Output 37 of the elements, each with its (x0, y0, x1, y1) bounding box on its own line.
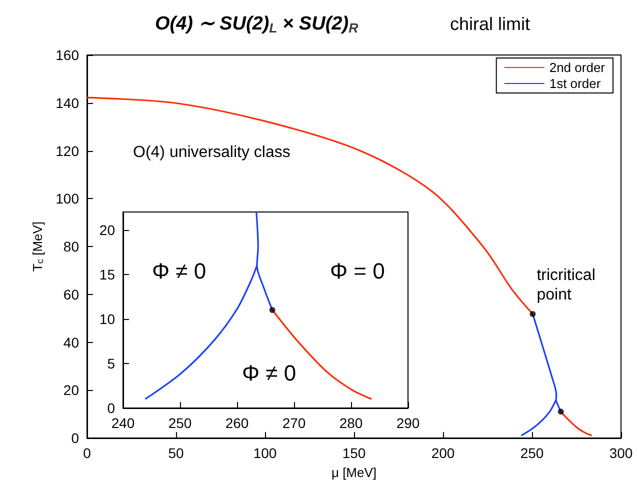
y-tick-label: 100 (56, 190, 80, 207)
x-tick-label: 290 (396, 415, 420, 431)
y-tick-label: 0 (71, 430, 80, 446)
annotation: Φ ≠ 0 (242, 360, 296, 386)
annotation: O(4) universality class (133, 144, 290, 162)
annotation: Φ = 0 (330, 258, 385, 284)
legend-label: 1st order (549, 76, 602, 91)
x-tick-label: 0 (83, 445, 92, 461)
x-tick-label: 200 (431, 445, 455, 461)
x-tick-label: 280 (339, 415, 363, 431)
annotation: Φ ≠ 0 (152, 258, 206, 284)
y-tick-label: 5 (107, 355, 116, 372)
chart-subtitle: chiral limit (450, 14, 530, 34)
x-axis-title: μ [MeV] (331, 465, 377, 480)
x-tick-label: 300 (609, 445, 633, 461)
y-tick-label: 120 (56, 142, 80, 159)
y-tick-label: 0 (107, 400, 116, 416)
y-tick-label: 60 (63, 286, 80, 302)
x-tick-label: 50 (168, 445, 184, 461)
y-tick-label: 80 (63, 238, 80, 254)
y-tick-label: 40 (63, 334, 80, 350)
y-axis-title: Tc [MeV] (30, 221, 46, 272)
x-tick-label: 100 (253, 445, 277, 461)
x-tick-label: 240 (111, 415, 135, 431)
y-tick-label: 20 (63, 382, 80, 398)
y-tick-label: 140 (56, 94, 80, 111)
legend-label: 2nd order (549, 60, 606, 75)
y-tick-label: 20 (99, 222, 116, 238)
y-tick-label: 160 (56, 47, 80, 63)
x-tick-label: 270 (282, 415, 306, 431)
y-tick-label: 15 (99, 266, 116, 282)
y-tick-label: 10 (99, 310, 116, 327)
x-tick-label: 250 (168, 415, 192, 431)
x-tick-label: 250 (520, 445, 544, 461)
x-tick-label: 260 (225, 415, 249, 431)
x-tick-label: 150 (342, 445, 366, 461)
annotation: tricritical point (536, 267, 600, 304)
